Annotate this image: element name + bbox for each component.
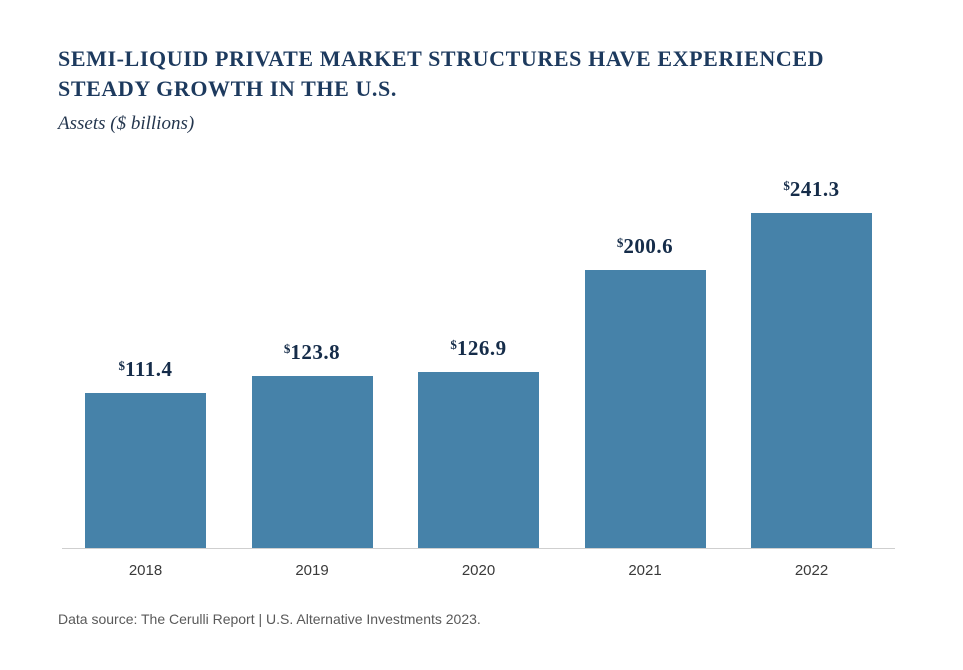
dollar-sign: $ <box>450 337 457 352</box>
bar-group-2021: $200.6 <box>584 231 706 548</box>
bar-group-2020: $126.9 <box>418 333 539 548</box>
x-tick-label-2020: 2020 <box>461 562 496 579</box>
dollar-sign: $ <box>616 235 624 250</box>
x-axis-labels: 2018 2019 2020 2021 2022 <box>62 562 895 579</box>
bar-2020 <box>418 372 539 548</box>
data-source-note: Data source: The Cerulli Report | U.S. A… <box>58 611 481 627</box>
bar-group-2022: $241.3 <box>751 174 872 548</box>
bar-2019 <box>251 376 373 548</box>
bar-value-label: $200.6 <box>616 234 674 258</box>
bar-value-label: $123.8 <box>283 340 341 364</box>
dollar-sign: $ <box>283 341 291 356</box>
dollar-sign: $ <box>783 178 790 193</box>
bar-value-label: $126.9 <box>450 336 507 360</box>
bar-value-label: $241.3 <box>783 177 840 201</box>
chart-header: SEMI-LIQUID PRIVATE MARKET STRUCTURES HA… <box>0 0 963 135</box>
x-tick-label-2019: 2019 <box>295 562 329 579</box>
x-tick-label-2022: 2022 <box>794 562 829 579</box>
bar-group-2019: $123.8 <box>251 337 373 548</box>
axis-units-label: Assets ($ billions) <box>58 113 195 134</box>
plot-area: $111.4 $123.8 $126.9 $200.6 $241.3 <box>62 161 895 549</box>
bar-2021 <box>584 270 706 548</box>
bar-2022 <box>751 213 872 548</box>
bar-value-label: $111.4 <box>118 357 173 381</box>
x-tick-label-2021: 2021 <box>628 562 662 579</box>
chart-title: SEMI-LIQUID PRIVATE MARKET STRUCTURES HA… <box>58 46 825 101</box>
bar-group-2018: $111.4 <box>85 354 206 548</box>
x-tick-label-2018: 2018 <box>128 562 163 579</box>
dollar-sign: $ <box>118 358 126 373</box>
bar-2018 <box>85 393 206 548</box>
